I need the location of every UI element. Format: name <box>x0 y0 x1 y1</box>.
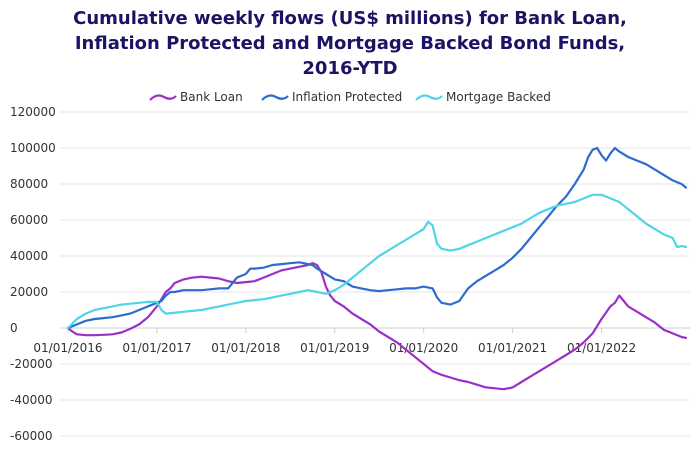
x-tick-label: 01/01/2022 <box>567 341 636 355</box>
y-tick-label: -60000 <box>10 429 53 443</box>
y-tick-label: 0 <box>10 321 18 335</box>
x-tick-label: 01/01/2016 <box>33 341 102 355</box>
series-line-2 <box>66 146 688 330</box>
y-tick-label: -40000 <box>10 393 53 407</box>
y-tick-label: 60000 <box>10 213 48 227</box>
chart-title-line-2: Inflation Protected and Mortgage Backed … <box>74 33 626 54</box>
x-tick-label: 01/01/2017 <box>122 341 191 355</box>
x-tick-label: 01/01/2020 <box>389 341 458 355</box>
y-tick-label: 100000 <box>10 141 56 155</box>
x-tick-label: 01/01/2018 <box>211 341 280 355</box>
legend-label: Bank Loan <box>180 90 243 104</box>
y-tick-label: 80000 <box>10 177 48 191</box>
chart-title-line-1: Cumulative weekly flows (US$ millions) f… <box>73 8 627 29</box>
series-line-1 <box>66 262 688 391</box>
y-tick-label: 120000 <box>10 105 56 119</box>
legend-swatch <box>149 94 177 101</box>
legend-label: Inflation Protected <box>292 90 402 104</box>
y-tick-label: -20000 <box>10 357 53 371</box>
series-line-3 <box>66 193 688 330</box>
legend-swatch <box>261 94 289 101</box>
y-tick-label: 20000 <box>10 285 48 299</box>
x-axis-tick-labels: 01/01/2016 01/01/2017 01/01/2018 01/01/2019… <box>33 341 636 355</box>
gridlines <box>60 111 690 437</box>
series-lines <box>66 146 688 391</box>
x-tick-label: 01/01/2021 <box>478 341 547 355</box>
chart-title-line-3: 2016-YTD <box>302 58 398 79</box>
x-tick-label: 01/01/2019 <box>300 341 369 355</box>
y-axis-tick-labels: 120000 100000 80000 60000 40000 20000 0 -20000 -… <box>10 105 56 443</box>
legend-label: Mortgage Backed <box>446 90 551 104</box>
legend-swatch <box>415 94 443 101</box>
y-tick-label: 40000 <box>10 249 48 263</box>
legend: Bank Loan Inflation Protected Mortgage Bac… <box>149 90 551 104</box>
chart-title: Cumulative weekly flows (US$ millions) f… <box>0 6 700 81</box>
